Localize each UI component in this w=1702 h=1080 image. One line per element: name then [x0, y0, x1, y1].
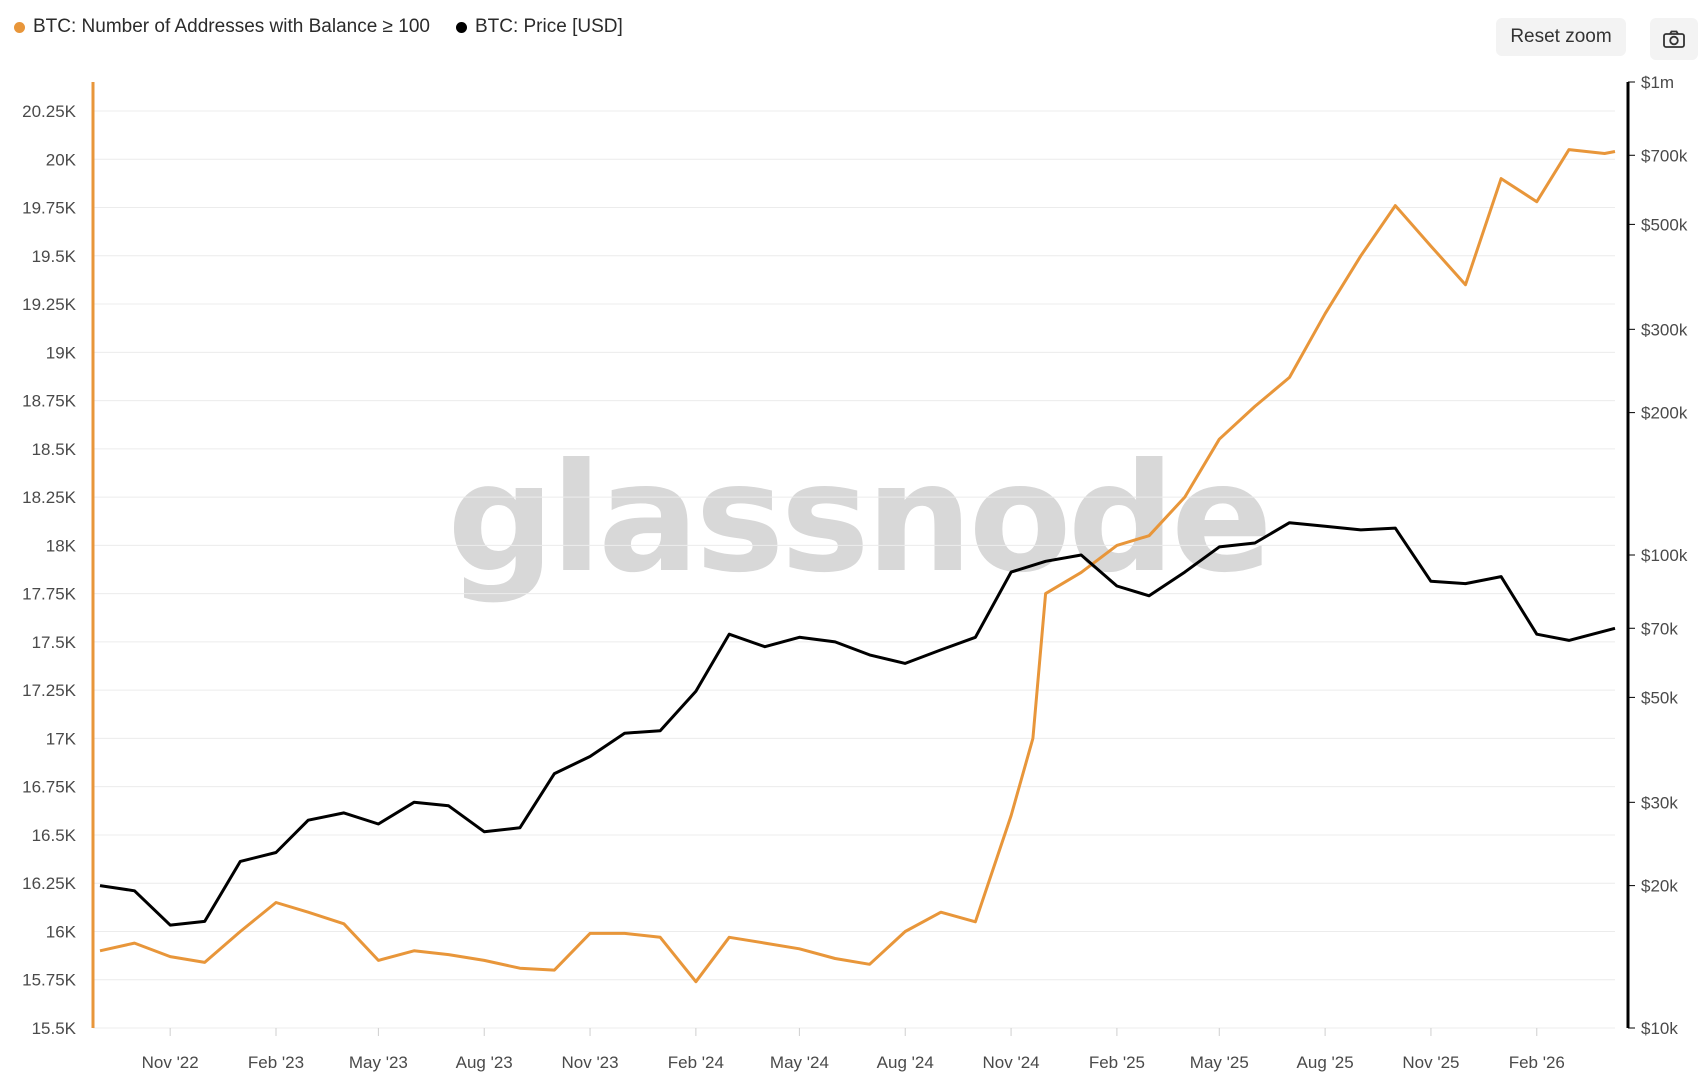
price-line[interactable] [99, 521, 1616, 927]
legend-label-price: BTC: Price [USD] [474, 16, 623, 37]
x-tick-label: Feb '24 [668, 1053, 724, 1072]
y-right-tick-label: $1m [1641, 73, 1674, 92]
y-left-tick-label: 19.25K [22, 295, 77, 314]
y-left-tick-label: 20.25K [22, 102, 77, 121]
y-right-tick-label: $700k [1641, 146, 1688, 165]
y-right-tick-label: $10k [1641, 1019, 1678, 1038]
y-left-tick-label: 18.5K [32, 440, 77, 459]
camera-icon [1663, 30, 1685, 48]
legend-dot-price [455, 21, 467, 33]
y-right-tick-label: $50k [1641, 688, 1678, 707]
watermark: glassnode [447, 432, 1269, 606]
x-tick-label: Feb '26 [1509, 1053, 1565, 1072]
x-tick-label: Aug '24 [877, 1053, 934, 1072]
legend-label-addresses: BTC: Number of Addresses with Balance ≥ … [33, 16, 430, 37]
y-left-tick-label: 16.75K [22, 778, 77, 797]
y-right-tick-label: $30k [1641, 793, 1678, 812]
legend-item-price[interactable]: BTC: Price [USD] [455, 16, 623, 38]
y-left-tick-label: 19K [46, 343, 77, 362]
x-tick-label: May '24 [770, 1053, 829, 1072]
y-axis-right: $10k $20k $30k $50k $70k $100k $200k $300k $500k… [1628, 73, 1688, 1038]
y-right-tick-label: $300k [1641, 320, 1688, 339]
y-left-tick-label: 19.5K [32, 247, 77, 266]
x-tick-label: Aug '23 [456, 1053, 513, 1072]
y-left-tick-label: 17K [46, 729, 77, 748]
y-right-tick-label: $100k [1641, 546, 1688, 565]
y-right-tick-label: $70k [1641, 619, 1678, 638]
y-right-tick-label: $500k [1641, 215, 1688, 234]
x-axis: Nov '22 Feb '23 May '23 Aug '23 Nov '23 Feb '… [142, 1028, 1565, 1072]
legend-item-addresses[interactable]: BTC: Number of Addresses with Balance ≥ … [14, 16, 430, 38]
y-left-tick-label: 17.75K [22, 585, 77, 604]
x-tick-label: Nov '22 [142, 1053, 199, 1072]
y-left-tick-label: 15.75K [22, 971, 77, 990]
x-tick-label: May '23 [349, 1053, 408, 1072]
y-left-tick-label: 16.5K [32, 826, 77, 845]
y-left-tick-label: 16.25K [22, 874, 77, 893]
x-tick-label: May '25 [1190, 1053, 1249, 1072]
x-tick-label: Feb '25 [1089, 1053, 1145, 1072]
y-left-tick-label: 18.25K [22, 488, 77, 507]
grid-lines [93, 110, 1615, 1029]
y-left-tick-label: 16K [46, 922, 77, 941]
screenshot-button[interactable] [1650, 18, 1698, 60]
chart-legend: BTC: Number of Addresses with Balance ≥ … [14, 16, 623, 38]
legend-dot-addresses [14, 21, 25, 33]
y-right-tick-label: $20k [1641, 877, 1678, 896]
y-axis-left: 15.5K 15.75K 16K 16.25K 16.5K 16.75K 17K 17.25K… [22, 102, 77, 1038]
y-right-tick-label: $200k [1641, 404, 1688, 423]
y-left-tick-label: 19.75K [22, 199, 77, 218]
series-group [99, 148, 1616, 984]
y-left-tick-label: 18.75K [22, 392, 77, 411]
x-tick-label: Nov '25 [1402, 1053, 1459, 1072]
addresses-line[interactable] [99, 148, 1616, 984]
x-tick-label: Feb '23 [248, 1053, 304, 1072]
x-tick-label: Aug '25 [1297, 1053, 1354, 1072]
x-tick-label: Nov '24 [983, 1053, 1040, 1072]
reset-zoom-button[interactable]: Reset zoom [1496, 18, 1626, 56]
y-left-tick-label: 15.5K [32, 1019, 77, 1038]
y-left-tick-label: 20K [46, 150, 77, 169]
y-left-tick-label: 17.25K [22, 681, 77, 700]
y-left-tick-label: 17.5K [32, 633, 77, 652]
x-tick-label: Nov '23 [561, 1053, 618, 1072]
y-left-tick-label: 18K [46, 536, 77, 555]
